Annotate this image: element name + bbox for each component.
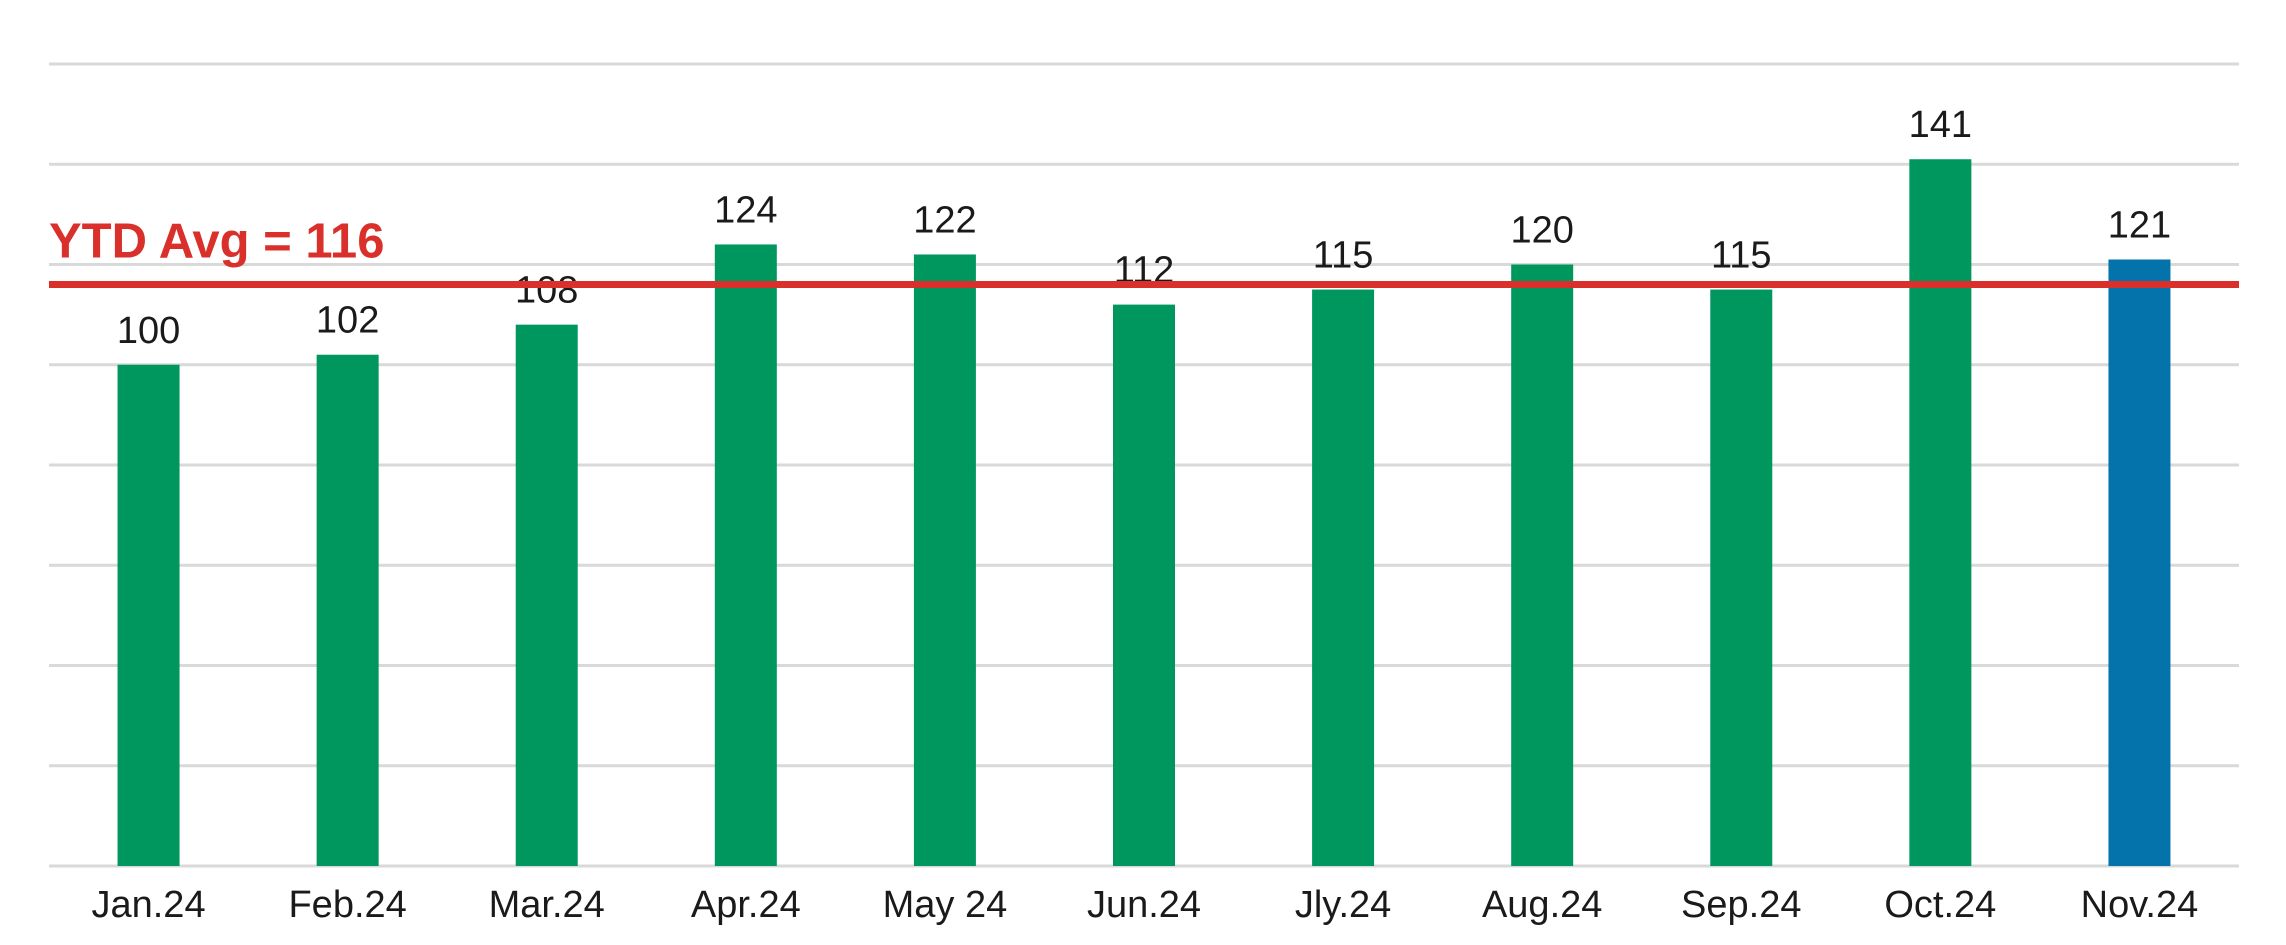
bar-value-label: 115 — [1711, 235, 1772, 277]
bar — [117, 364, 180, 866]
category-label: Jan.24 — [91, 884, 205, 926]
bar — [1710, 289, 1773, 866]
category-label: May 24 — [883, 884, 1008, 926]
category-label: Jly.24 — [1295, 884, 1391, 926]
category-labels: Jan.24 Feb.24 Mar.24 Apr.24 May 24 Jun.24 Jly.… — [91, 884, 2198, 926]
bar-value-label: 108 — [515, 270, 578, 312]
bars — [117, 159, 2171, 867]
category-label: Mar.24 — [489, 884, 605, 926]
ytd-average-label: YTD Avg = 116 — [49, 215, 384, 269]
bar — [1909, 159, 1972, 867]
bar — [1511, 264, 1574, 866]
bar — [316, 354, 379, 866]
category-label: Aug.24 — [1482, 884, 1602, 926]
bar-value-label: 100 — [117, 310, 180, 352]
category-label: Jun.24 — [1087, 884, 1201, 926]
bar — [913, 254, 976, 867]
bar-value-label: 121 — [2108, 204, 2171, 246]
bar-value-label: 141 — [1909, 104, 1972, 146]
bar-value-label: 122 — [913, 199, 976, 241]
category-label: Oct.24 — [1884, 884, 1996, 926]
category-label: Feb.24 — [288, 884, 406, 926]
bar-value-label: 115 — [1313, 235, 1374, 277]
bar — [714, 244, 777, 866]
category-label: Sep.24 — [1681, 884, 1801, 926]
bar-value-label: 102 — [316, 300, 379, 342]
bar — [1312, 289, 1375, 866]
bar — [1113, 304, 1175, 867]
category-label: Apr.24 — [691, 884, 801, 926]
bar — [515, 324, 578, 866]
bar — [2108, 259, 2171, 866]
bar-value-label: 124 — [714, 189, 777, 231]
category-label: Nov.24 — [2081, 884, 2199, 926]
bar-value-label: 120 — [1510, 210, 1573, 252]
